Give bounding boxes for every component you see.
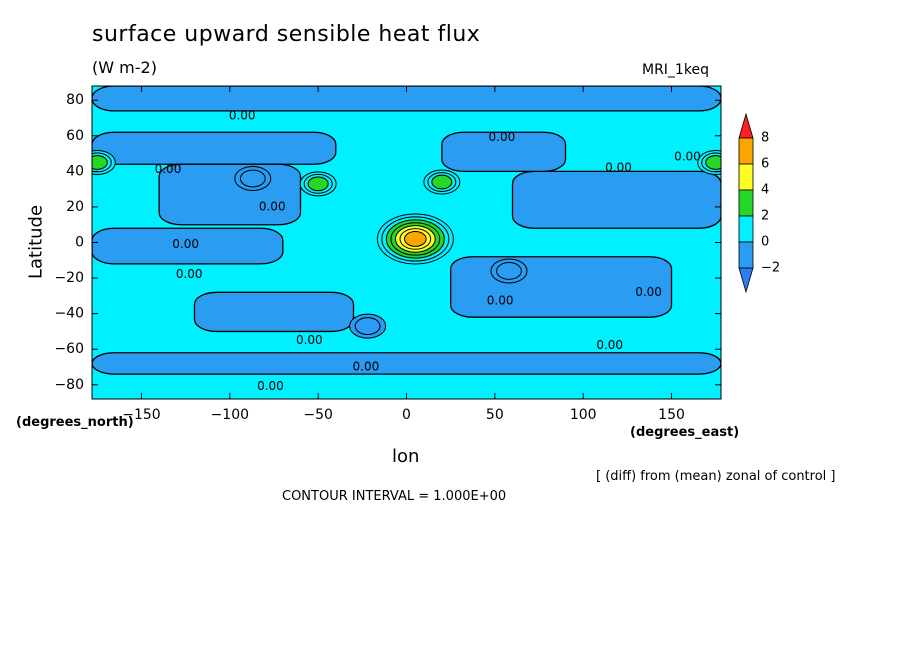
contour-label: 0.00 xyxy=(259,199,286,213)
field-feature-3 xyxy=(423,169,461,195)
field-feature-6 xyxy=(92,149,116,175)
contour-label: 0.00 xyxy=(155,162,182,176)
x-tick-label: 50 xyxy=(486,407,504,423)
colorbar-box xyxy=(738,137,754,165)
model-label: MRI_1keq xyxy=(642,62,709,78)
y-axis-unit: (degrees_north) xyxy=(16,415,134,430)
contour-label: 0.00 xyxy=(176,267,203,281)
colorbar-label: 4 xyxy=(761,183,769,198)
chart-units: (W m-2) xyxy=(92,58,157,77)
colorbar-label: −2 xyxy=(761,261,780,276)
contour-label: 0.00 xyxy=(674,150,701,164)
y-tick-label: −60 xyxy=(54,341,84,357)
y-tick-label: 0 xyxy=(75,235,84,251)
colorbar-label: 0 xyxy=(761,235,769,250)
contour-label: 0.00 xyxy=(172,237,199,251)
colorbar-box xyxy=(738,215,754,243)
field-feature-4 xyxy=(490,258,528,284)
colorbar-box xyxy=(738,241,754,269)
field-feature-5 xyxy=(349,313,387,339)
x-axis-label: lon xyxy=(392,446,420,467)
y-tick-label: −80 xyxy=(54,377,84,393)
field-band-neg-7 xyxy=(193,291,355,333)
colorbar-label: 2 xyxy=(761,209,769,224)
x-axis-unit: (degrees_east) xyxy=(630,425,740,440)
colorbar-bottom-arrow xyxy=(738,267,754,294)
x-tick-label: −150 xyxy=(122,407,160,423)
x-tick-label: 150 xyxy=(658,407,685,423)
x-tick-label: 100 xyxy=(570,407,597,423)
contour-label: 0.00 xyxy=(489,130,516,144)
colorbar-top-arrow xyxy=(738,112,754,139)
colorbar-box xyxy=(738,189,754,217)
field-band-neg-5 xyxy=(92,352,721,375)
field-feature-2 xyxy=(299,171,337,197)
contour-label: 0.00 xyxy=(353,359,380,373)
contour-label: 0.00 xyxy=(596,338,623,352)
contour-label: 0.00 xyxy=(257,379,284,393)
y-tick-label: 80 xyxy=(66,92,84,108)
field-band-neg-1 xyxy=(92,131,337,165)
field-band-neg-8 xyxy=(441,131,567,173)
colorbar-box xyxy=(738,163,754,191)
field-band-neg-0 xyxy=(92,86,721,112)
contour-label: 0.00 xyxy=(605,160,632,174)
contour-label: 0.00 xyxy=(229,109,256,123)
y-tick-label: −40 xyxy=(54,306,84,322)
x-tick-label: 0 xyxy=(402,407,411,423)
field-feature-0 xyxy=(376,213,454,265)
y-tick-label: 20 xyxy=(66,199,84,215)
contour-label: 0.00 xyxy=(635,285,662,299)
contour-label: 0.00 xyxy=(296,333,323,347)
colorbar-label: 8 xyxy=(761,131,769,146)
chart-title: surface upward sensible heat flux xyxy=(92,22,481,47)
x-tick-label: −100 xyxy=(211,407,249,423)
y-tick-label: 40 xyxy=(66,163,84,179)
x-tick-label: −50 xyxy=(303,407,333,423)
field-feature-7 xyxy=(697,149,721,175)
field-band-neg-3 xyxy=(92,227,284,265)
contour-interval: CONTOUR INTERVAL = 1.000E+00 xyxy=(282,489,507,504)
contour-label: 0.00 xyxy=(487,294,514,308)
colorbar-label: 6 xyxy=(761,157,769,172)
y-tick-label: −20 xyxy=(54,270,84,286)
y-tick-label: 60 xyxy=(66,128,84,144)
field-band-neg-6 xyxy=(511,170,721,229)
diff-note: [ (diff) from (mean) zonal of control ] xyxy=(596,469,836,484)
field-feature-1 xyxy=(234,165,272,191)
